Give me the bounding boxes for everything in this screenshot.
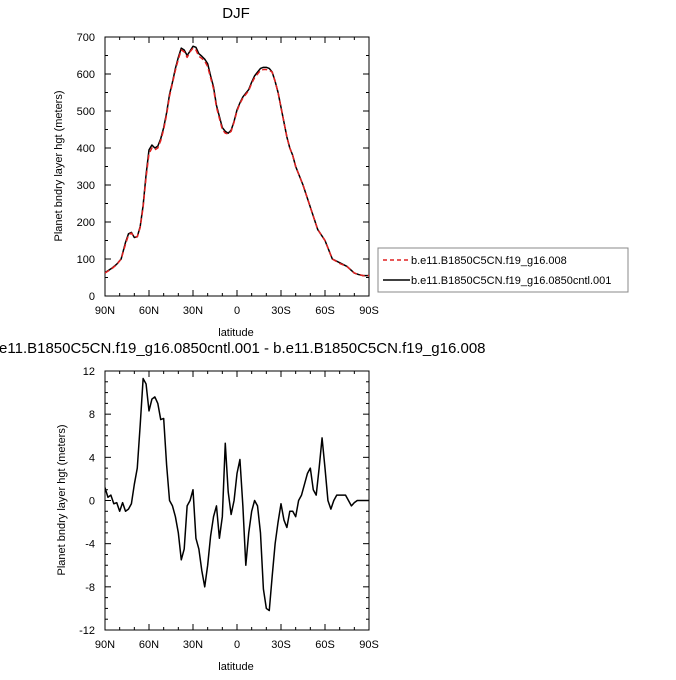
bottom-y-tick-label: 4 xyxy=(89,452,95,464)
bottom-series-lines xyxy=(105,377,369,612)
top-y-tick-label: 100 xyxy=(77,254,95,266)
top-series-line-2 xyxy=(105,45,369,277)
top-x-tick-label: 60S xyxy=(315,305,335,317)
top-x-tick-label: 60N xyxy=(139,305,159,317)
top-plot-frame xyxy=(104,36,370,297)
bottom-plot-frame xyxy=(104,370,370,631)
bottom-y-tick-label: 12 xyxy=(83,366,95,378)
bottom-chart: b.e11.B1850C5CN.f19_g16.0850cntl.001 - b… xyxy=(0,340,485,673)
legend-box xyxy=(377,247,629,293)
bottom-y-axis-label: Planet bndry layer hgt (meters) xyxy=(56,424,68,575)
top-y-tick-label: 200 xyxy=(77,217,95,229)
top-x-tick-label: 30S xyxy=(271,305,291,317)
top-y-tick-label: 400 xyxy=(77,143,95,155)
bottom-x-tick-label: 90S xyxy=(359,639,379,651)
top-x-tick-label: 90S xyxy=(359,305,379,317)
bottom-x-axis-label: latitude xyxy=(218,661,253,673)
bottom-y-tick-label: 0 xyxy=(89,496,95,508)
top-x-tick-label: 0 xyxy=(234,305,240,317)
top-y-tick-label: 0 xyxy=(89,291,95,303)
top-y-tick-label: 500 xyxy=(77,106,95,118)
bottom-x-tick-label: 60S xyxy=(315,639,335,651)
top-axis-ticks: 90N 60N 30N 0 30S 60S 90S 0 100 200 300 400 500 600 70… xyxy=(77,32,379,317)
top-chart-title: DJF xyxy=(222,5,250,22)
bottom-series-line-1 xyxy=(105,377,369,612)
bottom-y-tick-label: -4 xyxy=(85,539,95,551)
bottom-y-tick-label: -12 xyxy=(79,625,95,637)
top-y-tick-label: 300 xyxy=(77,180,95,192)
legend-label-series-2: b.e11.B1850C5CN.f19_g16.0850cntl.001 xyxy=(411,275,611,287)
top-series-line-1 xyxy=(105,47,369,277)
top-y-tick-label: 700 xyxy=(77,32,95,44)
top-y-axis-label: Planet bndry layer hgt (meters) xyxy=(53,90,65,241)
bottom-x-tick-label: 30S xyxy=(271,639,291,651)
top-x-tick-label: 90N xyxy=(95,305,115,317)
top-chart: DJF 90N 60N 30N 0 30S 60S 90S 0 100 200 300 400 500 6… xyxy=(53,5,629,339)
top-x-axis-label: latitude xyxy=(218,327,253,339)
bottom-x-tick-label: 90N xyxy=(95,639,115,651)
top-y-tick-label: 600 xyxy=(77,69,95,81)
top-x-tick-label: 30N xyxy=(183,305,203,317)
bottom-y-tick-label: 8 xyxy=(89,409,95,421)
legend-label-series-1: b.e11.B1850C5CN.f19_g16.008 xyxy=(411,255,567,267)
top-series-lines xyxy=(105,45,369,277)
bottom-x-tick-label: 0 xyxy=(234,639,240,651)
bottom-x-tick-label: 60N xyxy=(139,639,159,651)
bottom-chart-title: b.e11.B1850C5CN.f19_g16.0850cntl.001 - b… xyxy=(0,340,485,357)
legend: b.e11.B1850C5CN.f19_g16.008 b.e11.B1850C… xyxy=(377,247,629,293)
bottom-y-tick-label: -8 xyxy=(85,582,95,594)
bottom-axis-ticks: 90N 60N 30N 0 30S 60S 90S -12 -8 -4 0 4 8 12 xyxy=(79,366,379,651)
bottom-x-tick-label: 30N xyxy=(183,639,203,651)
